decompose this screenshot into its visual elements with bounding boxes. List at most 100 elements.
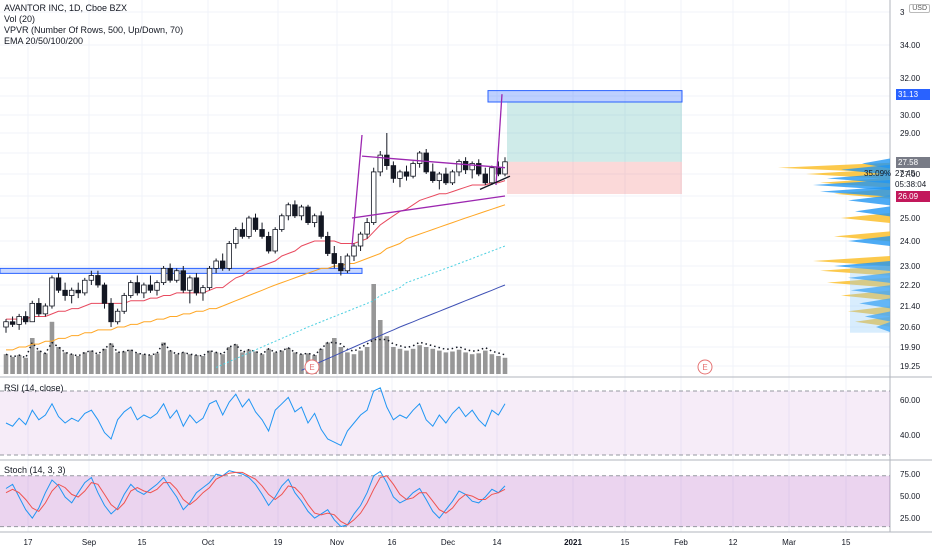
rsi-band [0, 391, 890, 455]
volume-bar [384, 336, 390, 374]
time-axis-tick: Nov [330, 538, 344, 547]
candle-up [489, 167, 495, 184]
candle-up [88, 275, 95, 281]
volume-bar [299, 354, 304, 374]
time-axis-tick: 12 [729, 538, 738, 547]
chart-legend: AVANTOR INC, 1D, Cboe BZX Vol (20) VPVR … [4, 3, 183, 47]
bar-countdown: 05:38:04 [895, 180, 927, 189]
volume-bar [23, 357, 28, 374]
volume-bar [338, 347, 344, 374]
drawing-zones[interactable] [0, 90, 683, 274]
ema-indicator-label[interactable]: EMA 20/50/100/200 [4, 36, 84, 46]
volume-bar [286, 347, 291, 374]
pennant-upper-line [361, 155, 506, 169]
volume-bar [456, 349, 462, 374]
candle-down [318, 215, 324, 237]
time-axis-tick: Sep [82, 538, 97, 547]
stoch-axis-tick: 25.00 [900, 514, 921, 523]
candle-up [29, 302, 35, 323]
axes: 19.25 19.90 20.60 21.40 22.20 23.00 24.00 25.00… [24, 8, 921, 547]
earnings-marker-label: E [702, 363, 707, 372]
time-axis-tick: 14 [493, 538, 502, 547]
volume-bar [450, 351, 455, 374]
breakout-line [495, 94, 503, 186]
price-axis-tick: 22.20 [900, 281, 921, 290]
candle-up [272, 229, 278, 252]
close-price-label: 27.45 [895, 169, 916, 178]
candle-down [252, 217, 259, 230]
volume-bar [259, 354, 265, 374]
volume-bar [358, 350, 363, 374]
volume-bar [148, 355, 153, 374]
vpvr-indicator-label[interactable]: VPVR (Number Of Rows, 500, Up/Down, 70) [4, 25, 184, 35]
ema-lines [6, 180, 506, 371]
candle-down [180, 270, 186, 291]
price-axis-tick: 3 [900, 8, 905, 17]
time-axis-tick: 15 [842, 538, 851, 547]
volume-bar [469, 354, 475, 374]
volume-bar [476, 353, 482, 374]
candle-down [325, 235, 331, 254]
price-axis-tick: 32.00 [900, 74, 921, 83]
candle-up [187, 277, 193, 291]
symbol-title[interactable]: AVANTOR INC, 1D, Cboe BZX [4, 3, 128, 13]
currency-badge[interactable]: USD [909, 4, 930, 13]
stoch-band [0, 475, 890, 527]
volume-profile [778, 158, 890, 333]
volume-bar [443, 352, 449, 374]
candle-up [469, 163, 475, 171]
volume-bar [345, 352, 350, 374]
time-axis-tick: Feb [674, 538, 688, 547]
candle-up [128, 282, 134, 296]
candle-down [108, 302, 114, 323]
candle-down [147, 284, 154, 291]
vpvr-up-bar [850, 285, 890, 296]
volume-bar [253, 351, 258, 374]
volume-bar [62, 352, 68, 374]
ema200-line [301, 284, 506, 371]
candle-up [449, 171, 456, 184]
vpvr-up-bar [834, 261, 890, 271]
vpvr-up-bar [876, 322, 890, 332]
vpvr-up-bar [820, 186, 890, 197]
candle-down [55, 277, 62, 291]
candle-up [160, 267, 167, 284]
time-axis-tick: 2021 [564, 538, 582, 547]
price-axis-tick: 23.00 [900, 262, 921, 271]
price-axis-tick: 34.00 [900, 41, 921, 50]
candle-up [213, 260, 219, 269]
candle-up [206, 267, 213, 289]
target-zone [487, 90, 683, 103]
volume-bar [121, 351, 127, 374]
earnings-marker [304, 359, 320, 375]
candle-down [193, 277, 200, 294]
support-trendline [479, 175, 511, 190]
volume-bar [174, 354, 180, 374]
volume-indicator-label[interactable]: Vol (20) [4, 14, 36, 24]
volume-bar [272, 352, 278, 374]
candle-up [141, 284, 147, 294]
volume-bar [167, 350, 173, 374]
target-price-tag: 31.13 [896, 89, 930, 100]
volume-bar [180, 352, 186, 374]
stop-price-tag: 26.09 [896, 191, 930, 202]
price-axis-tick: 27.00 [900, 170, 921, 179]
candle-down [423, 152, 429, 173]
candle-down [462, 160, 469, 171]
volume-ma-line [5, 338, 506, 359]
time-axis-tick: Oct [202, 538, 215, 547]
vpvr-up-bar [859, 298, 890, 309]
candle-down [134, 282, 141, 294]
stoch-axis-tick: 50.00 [900, 492, 921, 501]
stoch-label[interactable]: Stoch (14, 3, 3) [4, 465, 66, 475]
candle-down [390, 165, 397, 179]
volume-bar [463, 352, 468, 374]
volume-bar [391, 347, 396, 374]
volume-bar [3, 354, 9, 374]
candle-down [62, 289, 68, 296]
rsi-label[interactable]: RSI (14, close) [4, 383, 64, 393]
candle-down [167, 267, 173, 281]
candle-up [233, 229, 239, 244]
